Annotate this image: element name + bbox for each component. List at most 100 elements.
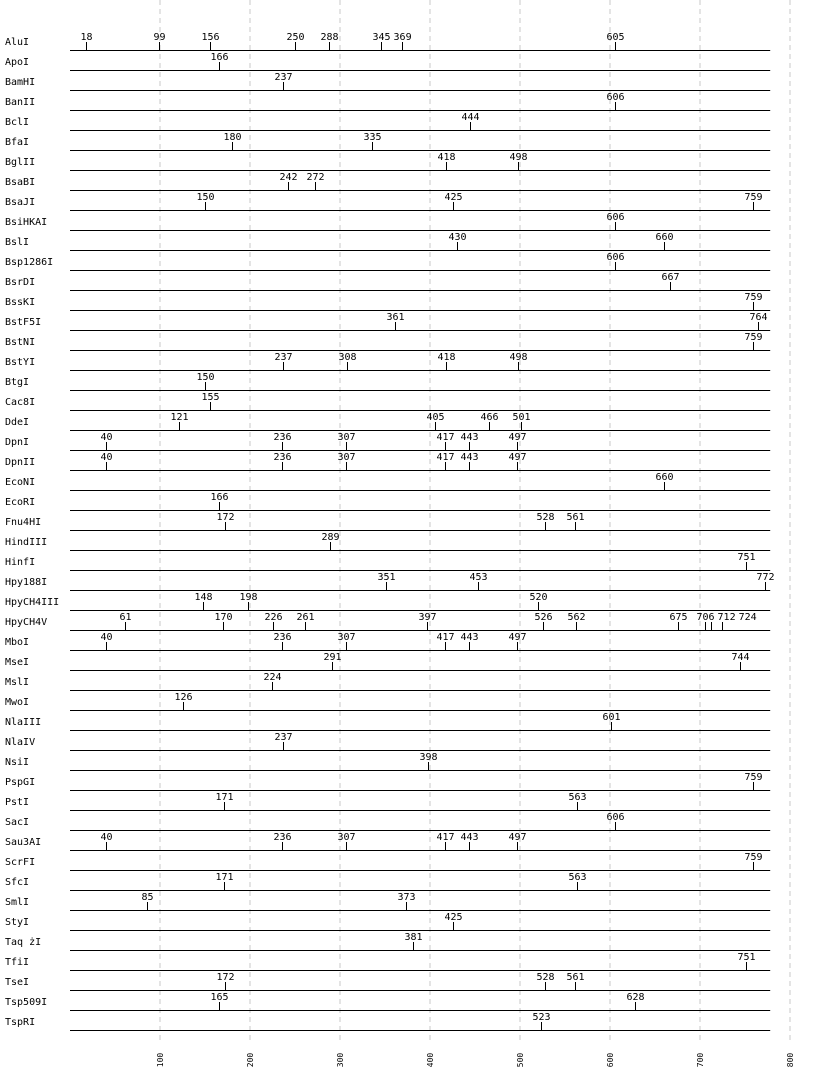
enzyme-label: PstI — [5, 797, 29, 808]
enzyme-label: BtgI — [5, 377, 29, 388]
cut-site-label: 706 — [696, 612, 714, 623]
cut-site-label: 712 — [718, 612, 736, 623]
enzyme-label: TfiI — [5, 957, 29, 968]
enzyme-label: EcoNI — [5, 477, 35, 488]
cut-site-label: 250 — [286, 32, 304, 43]
cut-site-label: 18 — [80, 32, 92, 43]
cut-site-label: 772 — [756, 572, 774, 583]
cut-site-label: 501 — [512, 412, 530, 423]
cut-site-label: 443 — [460, 452, 478, 463]
cut-site-label: 520 — [529, 592, 547, 603]
axis-tick-label: 500 — [516, 1053, 525, 1068]
enzyme-label: BglII — [5, 157, 35, 168]
enzyme-label: BsrDI — [5, 277, 35, 288]
axis-tick-label: 100 — [156, 1053, 165, 1068]
enzyme-label: EcoRI — [5, 497, 35, 508]
cut-site-label: 150 — [196, 372, 214, 383]
enzyme-label: Fnu4HI — [5, 517, 41, 528]
enzyme-label: NlaIII — [5, 717, 41, 728]
enzyme-label: ScrFI — [5, 857, 35, 868]
cut-site-label: 443 — [460, 632, 478, 643]
cut-site-label: 369 — [394, 32, 412, 43]
cut-site-label: 307 — [337, 832, 355, 843]
enzyme-label: Sau3AI — [5, 837, 41, 848]
cut-site-label: 170 — [214, 612, 232, 623]
cut-site-label: 601 — [602, 712, 620, 723]
cut-site-label: 523 — [532, 1012, 550, 1023]
cut-site-label: 236 — [273, 452, 291, 463]
cut-site-label: 224 — [263, 672, 281, 683]
cut-site-label: 498 — [509, 352, 527, 363]
cut-site-label: 562 — [567, 612, 585, 623]
enzyme-label: BstF5I — [5, 317, 41, 328]
cut-site-label: 606 — [606, 812, 624, 823]
cut-site-label: 759 — [744, 332, 762, 343]
cut-site-label: 198 — [239, 592, 257, 603]
cut-site-label: 148 — [194, 592, 212, 603]
enzyme-label: Hpy188I — [5, 577, 47, 588]
enzyme-label: BanII — [5, 97, 35, 108]
cut-site-label: 417 — [436, 432, 454, 443]
cut-site-label: 417 — [436, 452, 454, 463]
cut-site-label: 121 — [170, 412, 188, 423]
cut-site-label: 498 — [509, 152, 527, 163]
cut-site-label: 443 — [460, 832, 478, 843]
cut-site-label: 236 — [273, 632, 291, 643]
cut-site-label: 466 — [480, 412, 498, 423]
cut-site-label: 528 — [536, 972, 554, 983]
cut-site-label: 443 — [460, 432, 478, 443]
cut-site-label: 272 — [306, 172, 324, 183]
cut-site-label: 226 — [264, 612, 282, 623]
enzyme-label: BslI — [5, 237, 29, 248]
cut-site-label: 751 — [737, 552, 755, 563]
enzyme-label: TspRI — [5, 1017, 35, 1028]
cut-site-label: 237 — [274, 732, 292, 743]
cut-site-label: 628 — [626, 992, 644, 1003]
cut-site-label: 155 — [201, 392, 219, 403]
cut-site-label: 85 — [141, 892, 153, 903]
enzyme-label: NlaIV — [5, 737, 35, 748]
cut-site-label: 425 — [444, 192, 462, 203]
cut-site-label: 61 — [119, 612, 131, 623]
enzyme-label: PspGI — [5, 777, 35, 788]
cut-site-label: 171 — [215, 872, 233, 883]
cut-site-label: 156 — [201, 32, 219, 43]
cut-site-label: 497 — [508, 632, 526, 643]
cut-site-label: 307 — [337, 432, 355, 443]
enzyme-label: MwoI — [5, 697, 29, 708]
cut-site-label: 288 — [320, 32, 338, 43]
cut-site-label: 345 — [372, 32, 390, 43]
enzyme-label: BstYI — [5, 357, 35, 368]
cut-site-label: 150 — [196, 192, 214, 203]
cut-site-label: 291 — [323, 652, 341, 663]
cut-site-label: 660 — [655, 472, 673, 483]
cut-site-label: 764 — [749, 312, 767, 323]
cut-site-label: 497 — [508, 832, 526, 843]
enzyme-label: BsiHKAI — [5, 217, 47, 228]
cut-site-label: 561 — [566, 972, 584, 983]
enzyme-label: DpnII — [5, 457, 35, 468]
cut-site-label: 237 — [274, 352, 292, 363]
cut-site-label: 444 — [461, 112, 479, 123]
enzyme-label: BssKI — [5, 297, 35, 308]
cut-site-label: 236 — [273, 432, 291, 443]
cut-site-label: 425 — [444, 912, 462, 923]
cut-site-label: 351 — [377, 572, 395, 583]
cut-site-label: 40 — [100, 452, 112, 463]
enzyme-label: MboI — [5, 637, 29, 648]
cut-site-label: 528 — [536, 512, 554, 523]
cut-site-label: 165 — [210, 992, 228, 1003]
enzyme-label: DpnI — [5, 437, 29, 448]
cut-site-label: 667 — [661, 272, 679, 283]
cut-site-label: 430 — [448, 232, 466, 243]
axis-tick-label: 600 — [606, 1053, 615, 1068]
cut-site-label: 759 — [744, 852, 762, 863]
cut-site-label: 373 — [397, 892, 415, 903]
enzyme-label: Tsp509I — [5, 997, 47, 1008]
enzyme-label: MseI — [5, 657, 29, 668]
cut-site-label: 180 — [223, 132, 241, 143]
enzyme-label: BamHI — [5, 77, 35, 88]
cut-site-label: 563 — [568, 872, 586, 883]
enzyme-label: ApoI — [5, 57, 29, 68]
